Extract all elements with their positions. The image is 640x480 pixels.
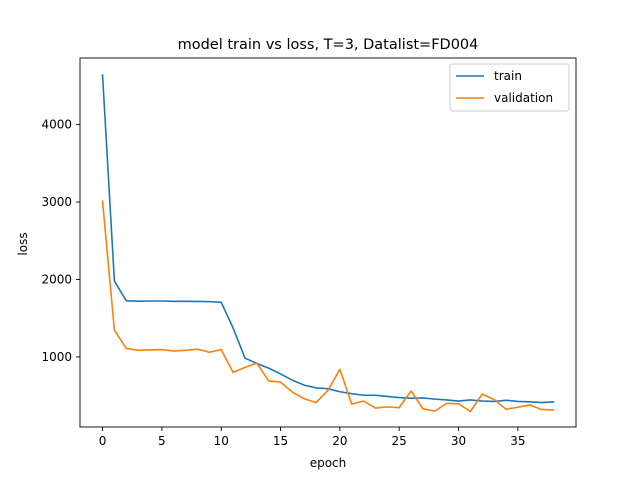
x-tick-label: 0 bbox=[99, 434, 107, 448]
axis-frame bbox=[79, 57, 577, 428]
plot-area-border bbox=[79, 57, 577, 428]
series-line-train bbox=[101, 74, 555, 404]
x-tick-label: 25 bbox=[392, 434, 407, 448]
x-axis-label: epoch bbox=[310, 456, 347, 470]
x-tick-label: 15 bbox=[273, 434, 288, 448]
legend-label-train: train bbox=[494, 69, 522, 83]
x-tick-label: 35 bbox=[510, 434, 525, 448]
y-tick-label: 3000 bbox=[41, 195, 72, 209]
series-line-validation bbox=[101, 200, 555, 413]
legend-label-validation: validation bbox=[494, 91, 553, 105]
x-axis-ticks: 0 5 10 15 20 25 30 35 bbox=[99, 427, 525, 448]
legend: train validation bbox=[449, 63, 570, 112]
y-tick-label: 1000 bbox=[41, 350, 72, 364]
y-tick-label: 2000 bbox=[41, 272, 72, 286]
y-tick-label: 4000 bbox=[41, 118, 72, 132]
y-axis-ticks: 1000 2000 3000 4000 bbox=[41, 118, 80, 364]
x-tick-label: 30 bbox=[451, 434, 466, 448]
x-tick-label: 5 bbox=[158, 434, 166, 448]
plot-lines bbox=[101, 74, 555, 413]
y-axis-label: loss bbox=[16, 232, 30, 255]
x-tick-label: 20 bbox=[332, 434, 347, 448]
chart-title: model train vs loss, T=3, Datalist=FD004 bbox=[178, 37, 479, 53]
x-tick-label: 10 bbox=[214, 434, 229, 448]
